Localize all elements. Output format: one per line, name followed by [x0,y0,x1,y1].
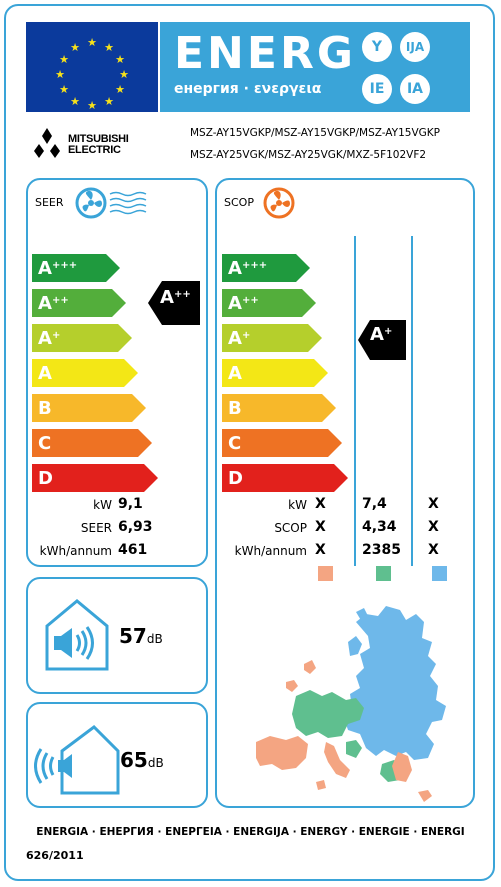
cooling-row-kw-value: 9,1 [118,496,143,512]
cooling-scale-arrow-5: B [32,394,146,422]
cooling-scale-arrow-3: A+ [32,324,132,352]
heating-scale-arrow-2: A++ [222,289,316,317]
model-line-2: MSZ-AY25VGK/MSZ-AY25VGK/MXZ-5F102VF2 [190,149,427,161]
cooling-scale-arrow-1: A+++ [32,254,120,282]
heating-row-kw-average: 7,4 [362,496,387,512]
eu-stars-icon: ★ ★ ★ ★ ★ ★ ★ ★ ★ ★ ★ ★ [55,36,129,112]
brand-name: MITSUBISHI ELECTRIC [68,134,129,156]
energy-title: ENERG [174,28,356,79]
heating-scale-label-5: B [228,398,242,419]
cooling-scale-arrow-4: A [32,359,138,387]
heating-row-annum-average: 2385 [362,542,401,558]
svg-text:★: ★ [70,95,80,108]
heating-row-kw-cold: X [315,496,326,512]
outdoor-house-speaker-icon [34,725,120,795]
heating-fan-icon [263,187,295,219]
cooling-class-label: A++ [160,287,191,308]
energy-subtitle: енергия · ενεργεια [174,81,322,97]
cooling-scale-arrow-6: C [32,429,152,457]
svg-text:★: ★ [87,99,97,112]
regulation-number: 626/2011 [26,849,84,862]
svg-text:★: ★ [55,68,65,81]
outdoor-noise-level: 65dB [120,748,164,772]
eu-flag: ★ ★ ★ ★ ★ ★ ★ ★ ★ ★ ★ ★ [26,22,158,112]
heating-scale-arrow-3: A+ [222,324,322,352]
cooling-scale-arrow-2: A++ [32,289,126,317]
zone-square-colder [318,566,333,581]
indoor-noise-level: 57dB [119,624,163,648]
heating-scale-label-7: D [228,468,243,489]
zone-square-average [376,566,391,581]
heating-row-scop-warm: X [428,519,439,535]
heating-scale-arrow-4: A [222,359,328,387]
cooling-panel [26,178,208,567]
heating-row-annum-cold: X [315,542,326,558]
heating-class-label: A+ [370,324,393,345]
indoor-noise-panel [26,577,208,694]
zone-square-warmer [432,566,447,581]
heating-scale-arrow-1: A+++ [222,254,310,282]
cooling-row-kw-label: kW [93,498,112,512]
heating-scale-arrow-6: C [222,429,342,457]
footer-languages: ENERGIA · ЕНЕРГИЯ · ΕΝΕΡΓΕΙΑ · ENERGIJA … [36,826,465,838]
heating-row-scop-average: 4,34 [362,519,397,535]
svg-text:★: ★ [87,36,97,49]
cooling-scale-label-3: A+ [38,328,61,349]
mitsubishi-logo [30,128,64,162]
lang-circle-ie: IE [362,74,392,104]
cooling-fan-icon [75,187,147,219]
brand-line-2: ELECTRIC [68,144,121,156]
heating-panel [215,178,475,808]
cooling-scale-label-7: D [38,468,53,489]
lang-circle-ia: IA [400,74,430,104]
heating-row-scop-label: SCOP [274,521,307,535]
svg-text:★: ★ [119,68,129,81]
svg-text:★: ★ [59,53,69,66]
heating-divider-2 [411,236,413,566]
brand-line-1: MITSUBISHI [68,133,129,145]
three-diamonds-icon [34,128,60,158]
cooling-scale-label-6: C [38,433,52,454]
svg-text:★: ★ [115,53,125,66]
cooling-scale-label-1: A+++ [38,258,78,279]
svg-text:★: ★ [59,83,69,96]
lang-circle-ija: IJA [400,32,430,62]
heating-row-scop-cold: X [315,519,326,535]
cooling-scale-label-5: B [38,398,52,419]
cooling-title: SEER [35,196,64,209]
heating-scale-arrow-5: B [222,394,336,422]
cooling-row-seer-label: SEER [80,521,112,535]
lang-circle-y: Y [362,32,392,62]
svg-text:★: ★ [115,83,125,96]
heating-divider-1 [354,236,356,566]
heating-scale-label-2: A++ [228,293,259,314]
cooling-row-annum-label: kWh/annum [39,544,112,558]
model-line-1: MSZ-AY15VGKP/MSZ-AY15VGKP/MSZ-AY15VGKP [190,127,440,139]
label-frame [4,4,495,881]
heating-scale-label-4: A [228,363,242,384]
heating-row-kw-warm: X [428,496,439,512]
heating-row-annum-label: kWh/annum [234,544,307,558]
svg-text:★: ★ [70,41,80,54]
heating-scale-label-3: A+ [228,328,251,349]
cooling-row-annum-value: 461 [118,542,148,558]
indoor-house-speaker-icon [45,599,109,671]
heating-scale-arrow-7: D [222,464,348,492]
europe-climate-map [256,606,446,802]
heating-row-annum-warm: X [428,542,439,558]
cooling-scale-label-2: A++ [38,293,69,314]
cooling-row-seer-value: 6,93 [118,519,153,535]
heating-row-kw-label: kW [288,498,307,512]
outdoor-noise-panel [26,702,208,808]
heating-scale-label-6: C [228,433,242,454]
svg-text:★: ★ [104,95,114,108]
cooling-scale-arrow-7: D [32,464,158,492]
cooling-scale-label-4: A [38,363,52,384]
svg-text:★: ★ [104,41,114,54]
heating-title: SCOP [224,196,254,209]
heating-scale-label-1: A+++ [228,258,268,279]
